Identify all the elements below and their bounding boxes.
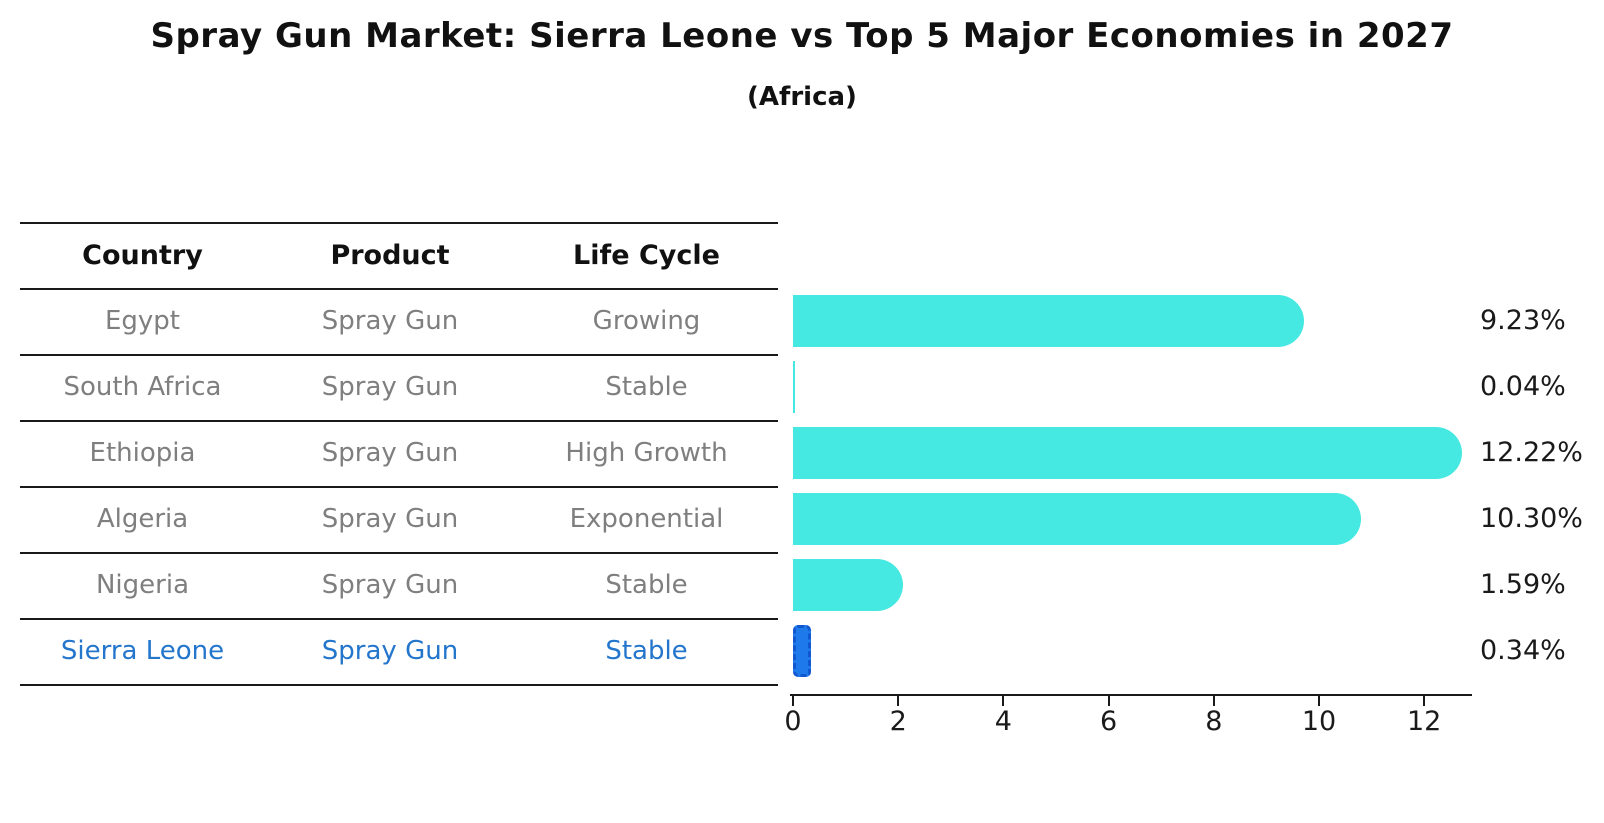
x-axis-tick-mark [1423, 696, 1426, 706]
bar-ethiopia [793, 427, 1462, 479]
country-cell: Algeria [96, 504, 189, 534]
x-axis-tick-mark [1002, 696, 1005, 706]
product-cell: Spray Gun [321, 636, 459, 666]
bar-value-label: 0.04% [1480, 371, 1566, 402]
bar-algeria [793, 493, 1361, 545]
table-border-line [20, 288, 778, 290]
chart-title: Spray Gun Market: Sierra Leone vs Top 5 … [150, 16, 1454, 56]
table-header-row: Country Product Life Cycle [20, 222, 778, 288]
life-cycle-cell: High Growth [565, 438, 728, 468]
x-axis-tick-label: 0 [784, 706, 802, 737]
x-axis-tick-mark [792, 696, 794, 706]
bar-value-label: 12.22% [1480, 437, 1583, 468]
life-cycle-cell: Stable [605, 372, 688, 402]
table-row: Nigeria Spray Gun Stable [20, 552, 778, 618]
table-row: South Africa Spray Gun Stable [20, 354, 778, 420]
product-cell: Spray Gun [321, 504, 459, 534]
x-axis-tick-label: 8 [1205, 706, 1223, 737]
table-border-line [20, 222, 778, 224]
x-axis-tick-mark [1212, 696, 1215, 706]
x-axis-tick-mark [1318, 696, 1320, 706]
table-border-line [20, 486, 778, 488]
bar-south-africa [793, 361, 796, 413]
country-cell: Sierra Leone [60, 636, 225, 666]
table-row: Algeria Spray Gun Exponential [20, 486, 778, 552]
bar-value-label: 9.23% [1480, 305, 1566, 336]
life-cycle-cell: Growing [592, 306, 701, 336]
life-cycle-cell: Exponential [569, 504, 724, 534]
table-row-highlight-sierra-leone: Sierra Leone Spray Gun Stable [20, 618, 778, 684]
bar-value-label: 1.59% [1480, 569, 1566, 600]
product-cell: Spray Gun [321, 438, 459, 468]
chart-subtitle: (Africa) [747, 82, 857, 112]
bar-nigeria [793, 559, 903, 611]
bar-egypt [793, 295, 1305, 347]
x-axis-tick-mark [897, 696, 900, 706]
product-cell: Spray Gun [321, 372, 459, 402]
country-cell: Nigeria [95, 570, 190, 600]
x-axis-tick-label: 6 [1100, 706, 1118, 737]
life-cycle-cell: Stable [605, 636, 688, 666]
country-cell: Egypt [104, 306, 181, 336]
life-cycle-cell: Stable [605, 570, 688, 600]
product-cell: Spray Gun [321, 570, 459, 600]
table-border-line [20, 684, 778, 686]
table-border-line [20, 420, 778, 422]
x-axis-tick-label: 12 [1407, 706, 1442, 737]
column-header-product: Product [330, 239, 450, 271]
x-axis-tick-label: 4 [994, 706, 1012, 737]
product-cell: Spray Gun [321, 306, 459, 336]
x-axis-line [790, 694, 1472, 696]
column-header-life-cycle: Life Cycle [573, 239, 720, 271]
x-axis-tick-label: 10 [1301, 706, 1337, 737]
country-cell: Ethiopia [89, 438, 196, 468]
table-border-line [20, 618, 778, 620]
column-header-country: Country [82, 239, 203, 271]
table-row: Ethiopia Spray Gun High Growth [20, 420, 778, 486]
x-axis-tick-label: 2 [889, 706, 907, 737]
table-border-line [20, 552, 778, 554]
table-row: Egypt Spray Gun Growing [20, 288, 778, 354]
country-cell: South Africa [63, 372, 222, 402]
bar-value-label: 0.34% [1480, 635, 1566, 666]
table-border-line [20, 354, 778, 356]
x-axis-tick-mark [1107, 696, 1110, 706]
bar-value-label: 10.30% [1480, 503, 1583, 534]
bar-sierra-leone [793, 625, 811, 677]
